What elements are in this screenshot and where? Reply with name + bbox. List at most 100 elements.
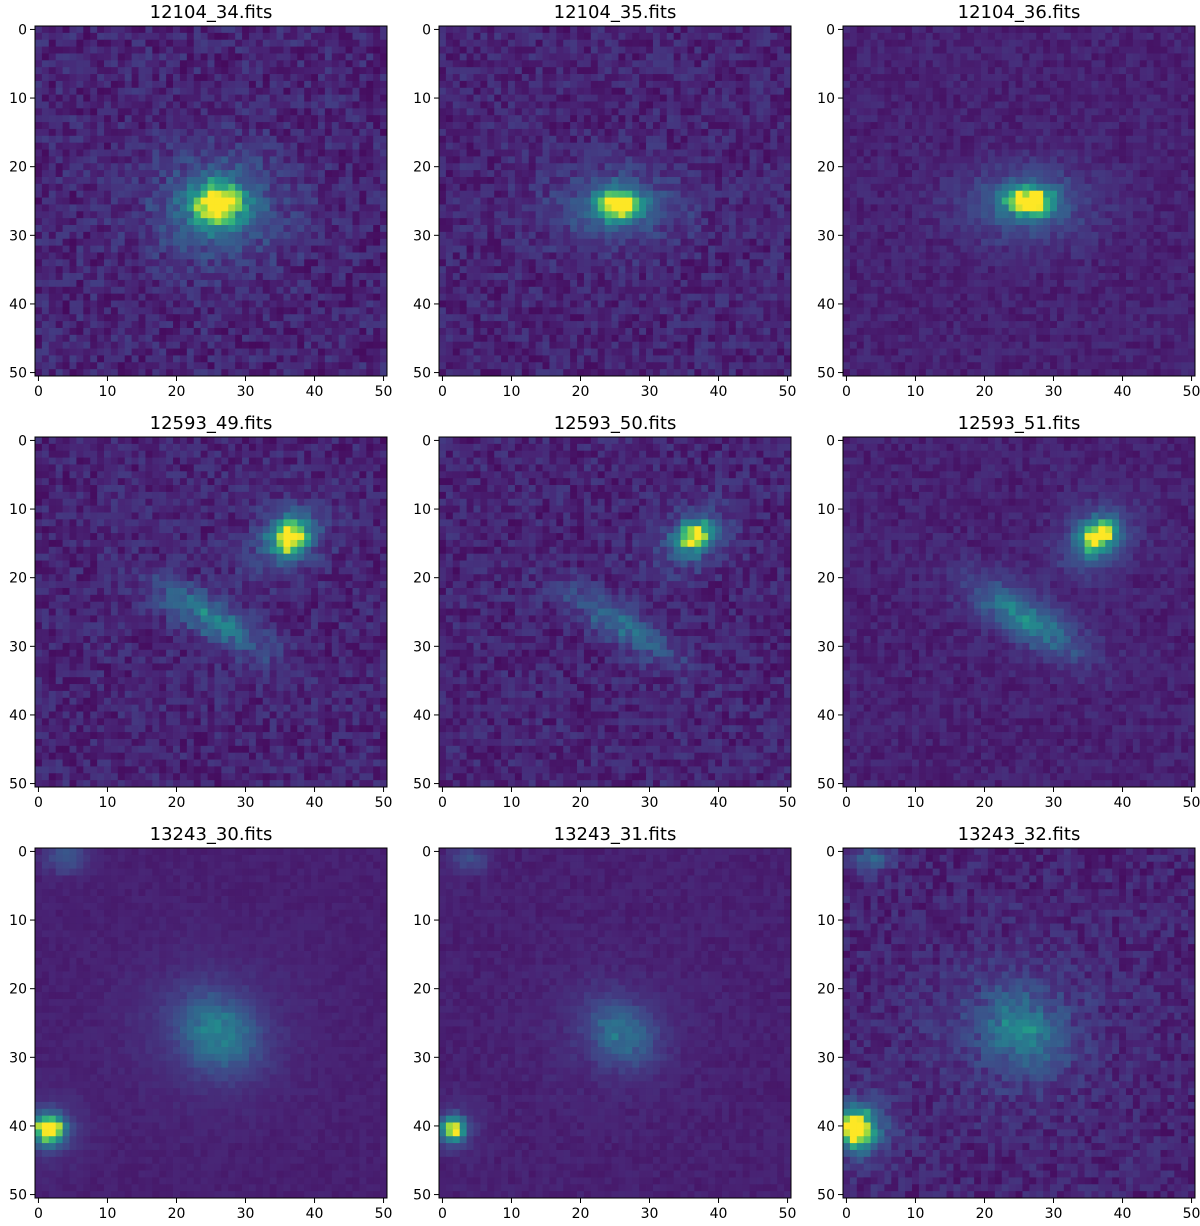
heatmap-cell [297, 115, 305, 123]
heatmap-cell [117, 67, 126, 75]
heatmap-cell [618, 273, 626, 281]
heatmap-cell [563, 87, 571, 96]
heatmap-cell [83, 252, 91, 260]
heatmap-cell [124, 211, 133, 219]
heatmap-cell [728, 314, 737, 322]
heatmap-cell [514, 293, 523, 301]
heatmap-cell [749, 87, 757, 96]
heatmap-cell [83, 369, 91, 377]
heatmap-cell [590, 190, 599, 198]
heatmap-cell [501, 259, 509, 267]
heatmap-cell [228, 101, 236, 109]
heatmap-cell [632, 74, 640, 82]
heatmap-cell [214, 348, 222, 356]
heatmap-cell [694, 321, 702, 329]
heatmap-cell [41, 149, 50, 157]
heatmap-cell [173, 321, 181, 329]
heatmap-cell [742, 60, 750, 68]
heatmap-cell [604, 87, 612, 96]
heatmap-cell [535, 53, 543, 61]
heatmap-cell [459, 74, 468, 82]
heatmap-cell [62, 362, 70, 370]
heatmap-cell [173, 197, 181, 205]
heatmap-cell [535, 321, 543, 329]
heatmap-cell [90, 67, 98, 75]
heatmap-cell [763, 327, 771, 336]
heatmap-cell [76, 156, 84, 164]
heatmap-cell [742, 273, 750, 281]
heatmap-cell [373, 32, 381, 41]
heatmap-cell [556, 327, 564, 336]
heatmap-cell [556, 293, 564, 301]
heatmap-cell [235, 300, 243, 308]
heatmap-cell [466, 156, 474, 164]
heatmap-cell [480, 46, 488, 54]
heatmap-cell [242, 142, 250, 150]
heatmap-cell [742, 327, 750, 336]
heatmap-cell [508, 300, 516, 308]
heatmap-cell [117, 300, 126, 308]
heatmap-cell [297, 163, 305, 171]
heatmap-cell [563, 60, 571, 68]
heatmap-cell [235, 355, 243, 363]
heatmap-cell [777, 26, 785, 34]
heatmap-cell [749, 273, 757, 281]
heatmap-cell [166, 163, 174, 171]
heatmap-cell [159, 355, 167, 363]
heatmap-cell [48, 74, 57, 82]
heatmap-cell [556, 266, 564, 274]
heatmap-cell [646, 94, 654, 102]
heatmap-cell [152, 293, 160, 301]
heatmap-cell [756, 321, 764, 329]
heatmap-cell [501, 135, 509, 144]
heatmap-cell [521, 94, 530, 102]
heatmap-cell [269, 170, 277, 178]
heatmap-cell [508, 307, 516, 315]
heatmap-cell [262, 231, 271, 240]
heatmap-cell [255, 204, 264, 212]
heatmap-cell [639, 80, 647, 89]
heatmap-cell [345, 53, 353, 61]
heatmap-cell [221, 101, 229, 109]
heatmap-cell [166, 183, 174, 192]
heatmap-cell [373, 197, 381, 205]
heatmap-cell [317, 94, 326, 102]
heatmap-cell [152, 128, 160, 137]
heatmap-cell [556, 300, 564, 308]
heatmap-cell [124, 87, 133, 96]
heatmap-cell [473, 170, 481, 178]
heatmap-cell [694, 94, 702, 102]
heatmap-cell [666, 218, 675, 226]
heatmap-cell [124, 204, 133, 212]
heatmap-cell [466, 135, 474, 144]
heatmap-cell [770, 225, 778, 233]
heatmap-cell [694, 279, 702, 288]
heatmap-cell [331, 101, 340, 109]
heatmap-cell [521, 211, 530, 219]
heatmap-cell [735, 190, 744, 198]
heatmap-cell [41, 39, 50, 47]
heatmap-cell [235, 183, 243, 192]
heatmap-cell [69, 128, 77, 137]
heatmap-cell [708, 74, 716, 82]
heatmap-cell [207, 231, 215, 240]
heatmap-cell [521, 231, 530, 240]
heatmap-cell [556, 341, 564, 349]
heatmap-cell [632, 108, 640, 116]
heatmap-cell [193, 122, 202, 130]
heatmap-cell [179, 238, 188, 247]
heatmap-cell [69, 307, 77, 315]
heatmap-cell [480, 87, 488, 96]
heatmap-cell [235, 87, 243, 96]
heatmap-cell [583, 321, 592, 329]
heatmap-cell [228, 46, 236, 54]
heatmap-cell [373, 60, 381, 68]
heatmap-cell [570, 259, 578, 267]
heatmap-cell [366, 211, 374, 219]
heatmap-cell [542, 266, 550, 274]
heatmap-cell [131, 142, 139, 150]
heatmap-cell [770, 293, 778, 301]
heatmap-cell [55, 80, 64, 89]
heatmap-cell [90, 348, 98, 356]
heatmap-cell [742, 122, 750, 130]
